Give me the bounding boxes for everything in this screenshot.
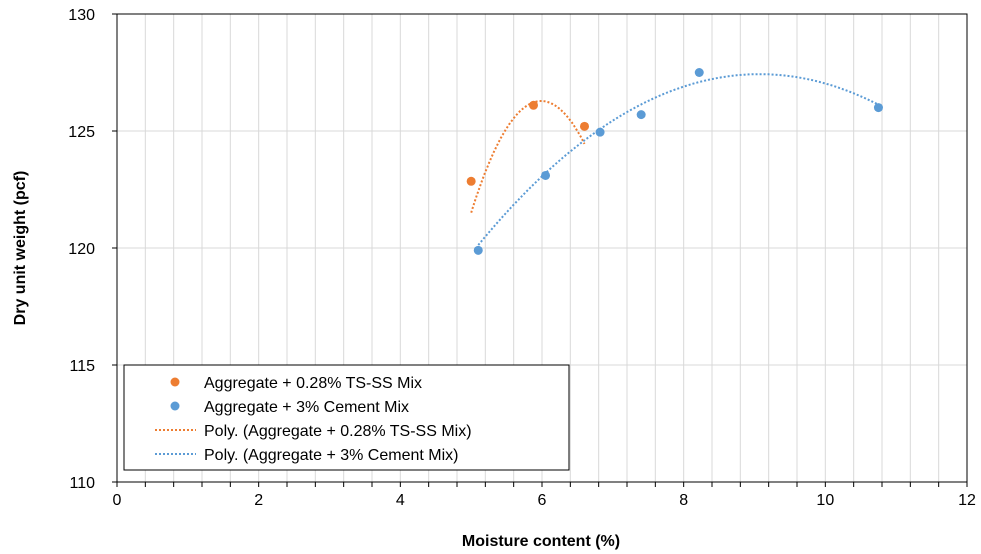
data-point [580, 121, 589, 131]
legend-label: Aggregate + 3% Cement Mix [204, 399, 409, 416]
data-point [473, 245, 483, 255]
trendline [470, 100, 586, 213]
legend-box [123, 364, 570, 471]
data-point [636, 110, 646, 120]
y-tick-label: 120 [68, 241, 95, 258]
y-tick-label: 125 [68, 124, 95, 141]
x-tick-label: 6 [538, 492, 547, 509]
tick-labels: 0 2 4 6 8 10 12 110 115 120 125 130 [68, 7, 976, 509]
trendline [477, 73, 879, 246]
x-axis-title: Moisture content (%) [462, 533, 620, 550]
legend-label: Poly. (Aggregate + 3% Cement Mix) [204, 447, 458, 464]
axis-ticks [112, 13, 968, 487]
y-tick-label: 115 [69, 358, 95, 375]
data-point [541, 170, 551, 180]
legend-label: Poly. (Aggregate + 0.28% TS-SS Mix) [204, 423, 472, 440]
data-point [466, 176, 476, 186]
legend-marker [170, 401, 180, 411]
data-point [529, 100, 538, 110]
trendlines [470, 73, 879, 246]
data-point [595, 127, 605, 137]
x-tick-label: 2 [254, 492, 263, 509]
y-tick-label: 130 [68, 7, 95, 24]
legend-marker [170, 377, 180, 387]
data-point [873, 103, 883, 113]
x-tick-label: 4 [396, 492, 405, 509]
data-points [466, 68, 883, 255]
legend: Aggregate + 0.28% TS-SS Mix Aggregate + 3… [123, 364, 570, 471]
x-tick-label: 8 [679, 492, 688, 509]
x-tick-label: 12 [958, 492, 976, 509]
x-tick-label: 0 [113, 492, 122, 509]
y-axis-title: Dry unit weight (pcf) [12, 171, 29, 326]
data-point [694, 68, 704, 77]
y-tick-label: 110 [69, 475, 95, 492]
x-tick-label: 10 [816, 492, 834, 509]
legend-label: Aggregate + 0.28% TS-SS Mix [204, 375, 422, 392]
